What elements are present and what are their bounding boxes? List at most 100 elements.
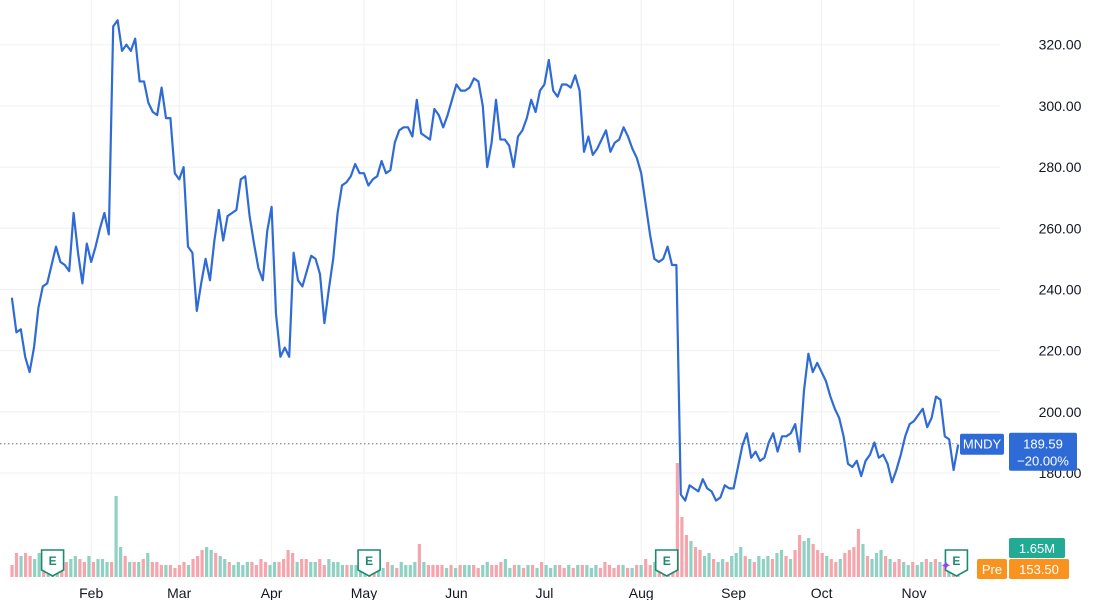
- volume-bar: [499, 562, 503, 577]
- volume-bar: [847, 550, 851, 577]
- volume-bar: [109, 562, 114, 577]
- earnings-marker[interactable]: E: [944, 549, 969, 577]
- price-series[interactable]: [10, 19, 960, 502]
- volume-bar: [37, 553, 41, 577]
- volume-bar: [779, 550, 784, 577]
- y-tick-label: 300.00: [1039, 98, 1082, 114]
- volume-bar: [616, 565, 621, 577]
- earnings-marker-label: E: [365, 554, 373, 568]
- earnings-marker[interactable]: E: [357, 549, 381, 577]
- volume-tag: 1.65M: [1009, 538, 1065, 558]
- price-line[interactable]: [10, 19, 960, 502]
- volume-bar: [141, 559, 145, 577]
- volume-bar: [336, 562, 340, 577]
- volume-bar: [82, 562, 87, 577]
- volume-bar: [313, 562, 317, 577]
- last-price-tag-bg: [1009, 432, 1077, 471]
- volume-bar: [186, 565, 191, 577]
- volume-bar: [684, 535, 689, 577]
- volume-bar: [64, 562, 68, 577]
- premarket-label: Pre: [982, 562, 1002, 577]
- volume-bar: [711, 559, 716, 577]
- volume-bar: [309, 562, 313, 577]
- volume-bar: [802, 541, 806, 577]
- volume-bar: [349, 565, 354, 577]
- volume-bar: [843, 553, 847, 577]
- volume-bar: [870, 559, 874, 577]
- volume-bar: [105, 562, 109, 577]
- volume-bar: [272, 562, 277, 577]
- volume-bar: [494, 565, 498, 577]
- price-tags: MNDY 189.59 −20.00% 1.65M Pre 153.50: [960, 432, 1077, 579]
- volume-bar: [73, 556, 77, 577]
- earnings-markers[interactable]: E E E E✦: [40, 549, 969, 577]
- volume-bar: [327, 559, 331, 577]
- volume-bar: [200, 550, 204, 577]
- volume-bar: [209, 550, 213, 577]
- volume-bar: [938, 562, 942, 577]
- volume-bar: [340, 565, 345, 577]
- volume-bar: [693, 547, 698, 577]
- volume-bar: [386, 562, 390, 577]
- x-tick-label: Jun: [445, 585, 468, 600]
- volume-bar: [716, 562, 720, 577]
- volume-bar: [426, 565, 431, 577]
- volume-bar: [100, 559, 105, 577]
- last-price-value: 189.59: [1023, 437, 1063, 452]
- volume-bar: [911, 562, 915, 577]
- y-tick-label: 200.00: [1039, 404, 1082, 420]
- volume-bar: [607, 565, 612, 577]
- volume-bar: [788, 559, 793, 577]
- volume-bar: [318, 559, 322, 577]
- volume-bar: [114, 496, 118, 577]
- volume-bar: [838, 559, 842, 577]
- earnings-marker[interactable]: E: [654, 549, 679, 577]
- earnings-marker-shape: [40, 549, 65, 577]
- volume-bar: [453, 568, 458, 577]
- volume-bar: [96, 559, 100, 577]
- earnings-marker[interactable]: E: [40, 549, 65, 577]
- y-tick-label: 320.00: [1039, 37, 1082, 53]
- volume-bar: [775, 553, 779, 577]
- volume-bars: [10, 463, 960, 577]
- volume-bar: [476, 568, 480, 577]
- volume-bar: [888, 559, 892, 577]
- volume-bar: [861, 544, 865, 577]
- chart-grid: [0, 0, 1000, 580]
- volume-bar: [381, 568, 385, 577]
- volume-bar: [879, 550, 883, 577]
- volume-bar: [893, 562, 897, 577]
- volume-bar: [304, 559, 308, 577]
- volume-bar: [490, 565, 494, 577]
- volume-bar: [263, 562, 268, 577]
- volume-bar: [553, 565, 557, 577]
- volume-bar: [399, 562, 403, 577]
- y-tick-label: 240.00: [1039, 281, 1082, 297]
- volume-bar: [33, 559, 37, 577]
- volume-bar: [159, 565, 163, 577]
- volume-bar: [281, 559, 286, 577]
- volume-bar: [648, 565, 652, 577]
- volume-bar: [291, 553, 295, 577]
- volume-bar: [730, 556, 734, 577]
- volume-bar: [155, 562, 159, 577]
- volume-bar: [508, 568, 512, 577]
- volume-bar: [784, 556, 788, 577]
- volume-bar: [585, 565, 589, 577]
- volume-bar: [757, 556, 761, 577]
- volume-bar: [707, 553, 711, 577]
- volume-bar: [721, 559, 725, 577]
- x-tick-label: Oct: [811, 585, 833, 600]
- earnings-marker-label: E: [663, 554, 671, 568]
- volume-bar: [603, 562, 607, 577]
- volume-bar: [195, 556, 200, 577]
- volume-bar: [526, 565, 530, 577]
- volume-bar: [743, 556, 747, 577]
- volume-bar: [241, 565, 245, 577]
- volume-bar: [395, 568, 399, 577]
- volume-bar: [404, 565, 408, 577]
- volume-bar: [277, 562, 281, 577]
- x-tick-label: Sep: [721, 585, 746, 600]
- volume-bar: [725, 562, 729, 577]
